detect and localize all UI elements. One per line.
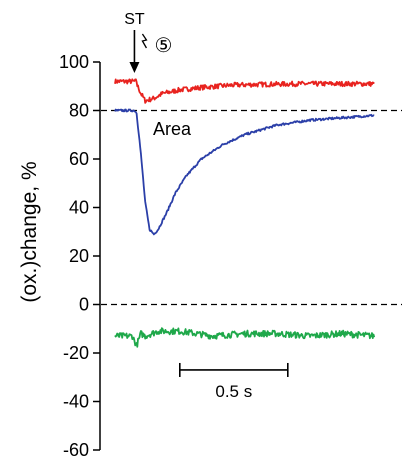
y-axis: 100 80 60 40 20 0 -20 -40 -60 (59, 52, 101, 460)
reference-lines (101, 109, 402, 306)
y-tick-label: -20 (63, 343, 89, 363)
y-tick-label: 40 (69, 198, 89, 218)
series-traces (114, 78, 376, 348)
annotations: ST ⑤ Area 0.5 s (124, 11, 289, 401)
series-trace-1 (114, 78, 375, 104)
stimulus-zigzag (141, 33, 148, 49)
series-trace-2 (114, 108, 375, 236)
area-label: Area (153, 119, 192, 139)
stimulus-arrow-head (129, 62, 140, 73)
y-tick-label: 100 (59, 52, 89, 72)
y-tick-label: -60 (63, 440, 89, 460)
stimulus-label: ST (124, 11, 145, 28)
y-tick-label: -40 (63, 392, 89, 412)
series-trace-3 (114, 327, 376, 348)
y-tick-label: 20 (69, 246, 89, 266)
y-tick-label: 80 (69, 101, 89, 121)
y-tick-label: 60 (69, 149, 89, 169)
y-axis-label: (ox.)change, % (18, 161, 41, 302)
scale-bar-label: 0.5 s (215, 382, 252, 401)
stimulus-number: ⑤ (154, 33, 172, 57)
y-tick-label: 0 (79, 295, 89, 315)
